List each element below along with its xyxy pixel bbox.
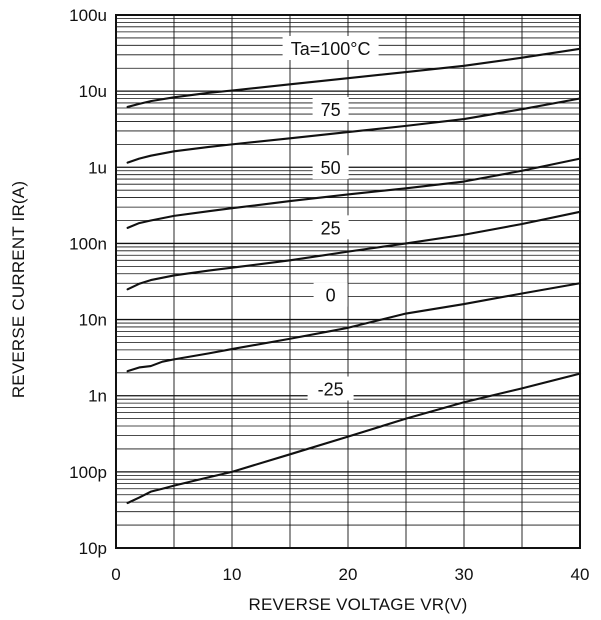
- y-tick-label-7: 10p: [79, 539, 107, 558]
- y-tick-label-6: 100p: [69, 463, 107, 482]
- x-tick-label-3: 30: [455, 565, 474, 584]
- y-tick-label-5: 1n: [88, 387, 107, 406]
- series-line-5: [126, 372, 582, 505]
- series-label-5: -25: [318, 380, 344, 400]
- y-tick-label-3: 100n: [69, 234, 107, 253]
- y-tick-label-1: 10u: [79, 82, 107, 101]
- y-tick-label-4: 10n: [79, 311, 107, 330]
- series-label-bg-0: [282, 36, 379, 61]
- x-tick-label-1: 10: [223, 565, 242, 584]
- series-layer: [126, 47, 582, 505]
- series-label-3: 25: [321, 218, 341, 238]
- series-label-bg-3: [312, 215, 349, 240]
- series-line-0: [126, 47, 582, 108]
- series-label-bg-4: [313, 282, 348, 307]
- y-axis-title: REVERSE CURRENT IR(A): [9, 181, 28, 398]
- series-label-bg-5: [307, 376, 354, 401]
- series-line-4: [126, 282, 582, 373]
- plot-frame: [115, 14, 581, 549]
- x-axis-title: REVERSE VOLTAGE VR(V): [249, 595, 468, 614]
- series-label-0: Ta=100°C: [291, 39, 371, 59]
- x-tick-label-4: 40: [571, 565, 590, 584]
- series-label-2: 50: [321, 158, 341, 178]
- series-label-1: 75: [321, 100, 341, 120]
- series-line-2: [126, 157, 582, 229]
- x-tick-label-0: 0: [111, 565, 120, 584]
- series-line-3: [126, 210, 582, 291]
- y-tick-label-2: 1u: [88, 158, 107, 177]
- series-label-4: 0: [326, 286, 336, 306]
- series-label-bg-2: [312, 155, 349, 180]
- series-label-layer: Ta=100°C 75 50 25 0 -25: [282, 36, 379, 401]
- y-tick-label-0: 100u: [69, 6, 107, 25]
- x-tick-label-2: 20: [339, 565, 358, 584]
- grid-layer: [116, 15, 580, 548]
- series-label-bg-1: [312, 96, 349, 121]
- series-line-1: [126, 97, 582, 164]
